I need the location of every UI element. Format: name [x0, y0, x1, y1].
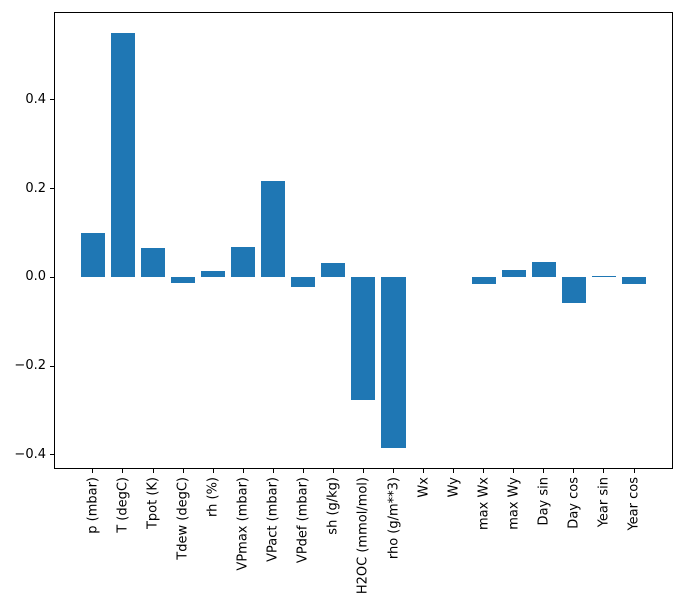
plot-area [53, 11, 673, 469]
x-tick-label-text: p (mbar) [85, 477, 101, 534]
x-tick-mark [92, 469, 94, 473]
y-tick-mark [49, 454, 54, 456]
bar [171, 277, 196, 284]
x-tick-mark [543, 469, 545, 473]
bar [381, 277, 406, 449]
x-tick-label-text: Wx [416, 477, 432, 498]
x-tick-label-text: max Wx [476, 477, 492, 531]
x-tick-label-text: Day sin [536, 477, 552, 526]
x-tick-label-text: rh (%) [205, 477, 221, 517]
x-tick-label-text: Year sin [596, 477, 612, 528]
x-tick-label-text: VPact (mbar) [265, 477, 281, 562]
x-tick-mark [362, 469, 364, 473]
bar [110, 33, 135, 278]
x-tick-label-text: rho (g/m**3) [386, 477, 401, 560]
x-tick-label-text: VPmax (mbar) [235, 477, 251, 571]
x-tick-label-text: sh (g/kg) [325, 477, 341, 535]
bar [291, 277, 316, 288]
y-tick-mark [49, 99, 54, 101]
x-tick-label-text: Year cos [626, 477, 642, 531]
bar [351, 277, 376, 401]
x-tick-mark [272, 469, 274, 473]
x-tick-mark [332, 469, 334, 473]
x-tick-label-text: H2OC (mmol/mol) [355, 477, 371, 595]
y-tick-label: 0.2 [25, 180, 46, 196]
x-tick-label-text: Day cos [566, 477, 582, 529]
bar [140, 248, 166, 278]
y-tick-label: −0.4 [14, 446, 46, 462]
x-tick-mark [573, 469, 575, 473]
bar [561, 277, 586, 304]
y-tick-label: 0.0 [25, 269, 46, 285]
x-tick-label-text: Tdew (degC) [175, 477, 191, 560]
bar [321, 262, 346, 278]
bar [261, 180, 286, 278]
bar [531, 261, 556, 278]
y-tick-mark [49, 276, 54, 278]
bar [471, 277, 496, 284]
x-tick-mark [122, 469, 124, 473]
x-tick-label-text: VPdef (mbar) [295, 477, 311, 564]
x-tick-mark [603, 469, 605, 473]
y-tick-mark [49, 188, 54, 190]
x-tick-label-text: Wy [446, 477, 462, 498]
x-tick-mark [423, 469, 425, 473]
bar [80, 233, 105, 278]
x-tick-mark [152, 469, 154, 473]
x-tick-mark [483, 469, 485, 473]
y-tick-label: −0.2 [14, 358, 46, 374]
bar [231, 246, 256, 278]
bar [591, 275, 616, 278]
x-tick-mark [393, 469, 394, 473]
bar [501, 269, 526, 278]
x-tick-mark [513, 469, 515, 473]
x-tick-mark [302, 469, 304, 473]
x-tick-mark [242, 469, 244, 473]
x-tick-mark [453, 469, 455, 473]
y-tick-label: 0.4 [25, 91, 46, 107]
x-tick-mark [633, 469, 635, 473]
x-tick-mark [212, 469, 214, 473]
bar [621, 277, 647, 284]
bar [201, 270, 226, 278]
x-tick-label-text: T (degC) [115, 477, 131, 533]
y-tick-mark [49, 365, 54, 367]
x-tick-mark [182, 469, 184, 473]
x-tick-label-text: Tpot (K) [145, 477, 161, 530]
x-tick-label-text: max Wy [506, 477, 522, 530]
